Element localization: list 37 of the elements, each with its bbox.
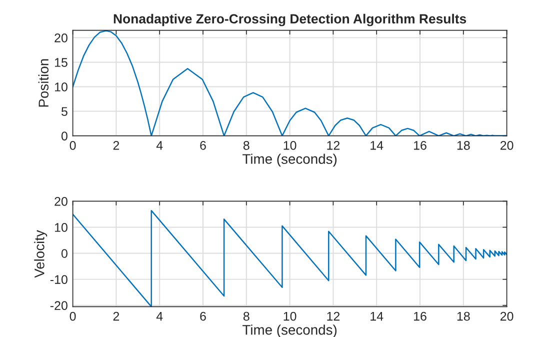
x-tick-label: 8 <box>243 312 250 321</box>
x-axis-title: Time (seconds) <box>242 154 337 167</box>
line-series <box>72 30 507 136</box>
y-tick-label: 20 <box>54 33 68 42</box>
x-tick-label: 8 <box>243 140 250 150</box>
y-tick-label: 0 <box>61 249 68 258</box>
y-tick-label: 0 <box>61 132 68 140</box>
y-axis-title: Velocity <box>34 230 48 278</box>
x-tick-label: 20 <box>500 312 514 321</box>
chart-title: Nonadaptive Zero-Crossing Detection Algorithm Results <box>114 14 466 26</box>
x-tick-label: 10 <box>284 140 296 150</box>
x-tick-label: 18 <box>457 312 470 321</box>
x-tick-label: 18 <box>457 140 470 150</box>
x-tick-label: 16 <box>414 312 426 321</box>
x-tick-label: 2 <box>113 312 120 321</box>
x-tick-label: 10 <box>284 312 296 321</box>
y-tick-label: 15 <box>54 58 68 67</box>
x-tick-label: 20 <box>500 140 514 150</box>
y-tick-label: 20 <box>54 196 68 206</box>
y-axis-title: Position <box>38 59 49 107</box>
x-tick-label: 6 <box>200 140 206 150</box>
x-tick-label: 14 <box>370 312 384 321</box>
y-tick-label: 5 <box>61 107 68 116</box>
x-tick-label: 12 <box>327 140 340 150</box>
x-tick-label: 12 <box>327 312 340 321</box>
x-tick-label: 2 <box>113 140 120 150</box>
y-tick-label: 10 <box>54 223 68 232</box>
x-tick-label: 4 <box>156 141 163 150</box>
x-tick-label: 16 <box>414 140 426 150</box>
y-tick-label: 10 <box>54 82 68 92</box>
y-tick-label: -20 <box>50 301 68 310</box>
y-tick-label: -10 <box>50 275 68 284</box>
x-tick-label: 14 <box>370 141 384 150</box>
x-tick-label: 0 <box>70 312 76 321</box>
x-tick-label: 6 <box>200 312 206 321</box>
x-tick-label: 4 <box>156 312 163 321</box>
x-tick-label: 0 <box>70 140 76 150</box>
